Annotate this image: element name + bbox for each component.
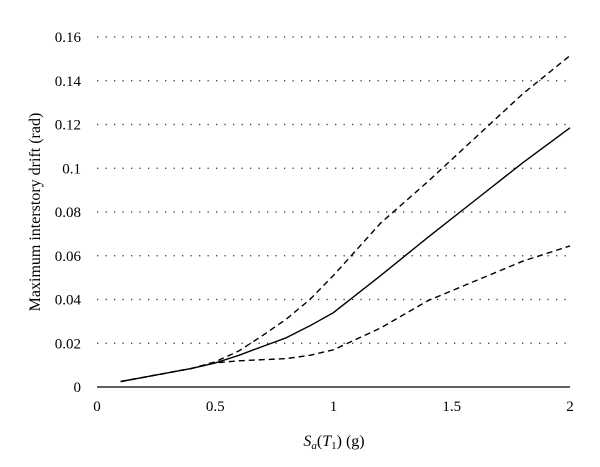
series-line-1-solid bbox=[120, 127, 571, 383]
x-tick-labels: 0 0.5 1 1.5 2 bbox=[93, 399, 574, 415]
x-tick-label: 2 bbox=[566, 399, 574, 415]
y-tick-labels: 0 0.02 0.04 0.06 0.08 0.1 0.12 0.14 0.16 bbox=[55, 30, 82, 396]
grid-lines bbox=[97, 36, 570, 344]
y-tick-label: 0 bbox=[74, 380, 82, 396]
y-tick-label: 0.02 bbox=[55, 336, 81, 352]
x-axis-label: Sa(T1) (g) bbox=[303, 433, 364, 452]
y-tick-label: 0.16 bbox=[55, 30, 82, 46]
y-tick-label: 0.08 bbox=[55, 205, 81, 221]
series-line-2-dashed bbox=[120, 55, 571, 383]
x-tick-label: 1.5 bbox=[442, 399, 461, 415]
y-tick-label: 0.04 bbox=[55, 293, 82, 309]
y-tick-label: 0.1 bbox=[62, 161, 81, 177]
series-lines bbox=[120, 55, 571, 383]
y-tick-label: 0.14 bbox=[55, 74, 82, 90]
y-axis-label: Maximum interstory drift (rad) bbox=[27, 113, 44, 312]
x-tick-label: 0 bbox=[93, 399, 101, 415]
y-tick-label: 0.12 bbox=[55, 118, 81, 134]
y-tick-label: 0.06 bbox=[55, 249, 82, 265]
x-tick-label: 0.5 bbox=[206, 399, 225, 415]
series-line-3-dashed bbox=[120, 245, 571, 383]
x-tick-label: 1 bbox=[330, 399, 338, 415]
